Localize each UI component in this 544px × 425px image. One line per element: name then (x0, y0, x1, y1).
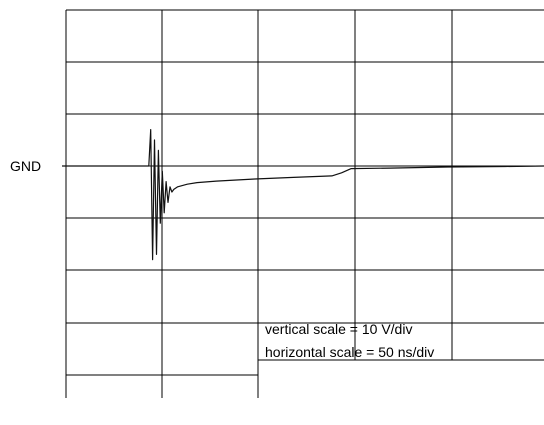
signal-trace (62, 129, 544, 261)
scale-annotation: vertical scale = 10 V/div horizontal sca… (265, 321, 434, 360)
horizontal-scale-label: horizontal scale = 50 ns/div (265, 344, 434, 360)
gnd-label: GND (10, 158, 41, 174)
vertical-scale-label: vertical scale = 10 V/div (265, 321, 412, 337)
grid (65, 9, 544, 398)
